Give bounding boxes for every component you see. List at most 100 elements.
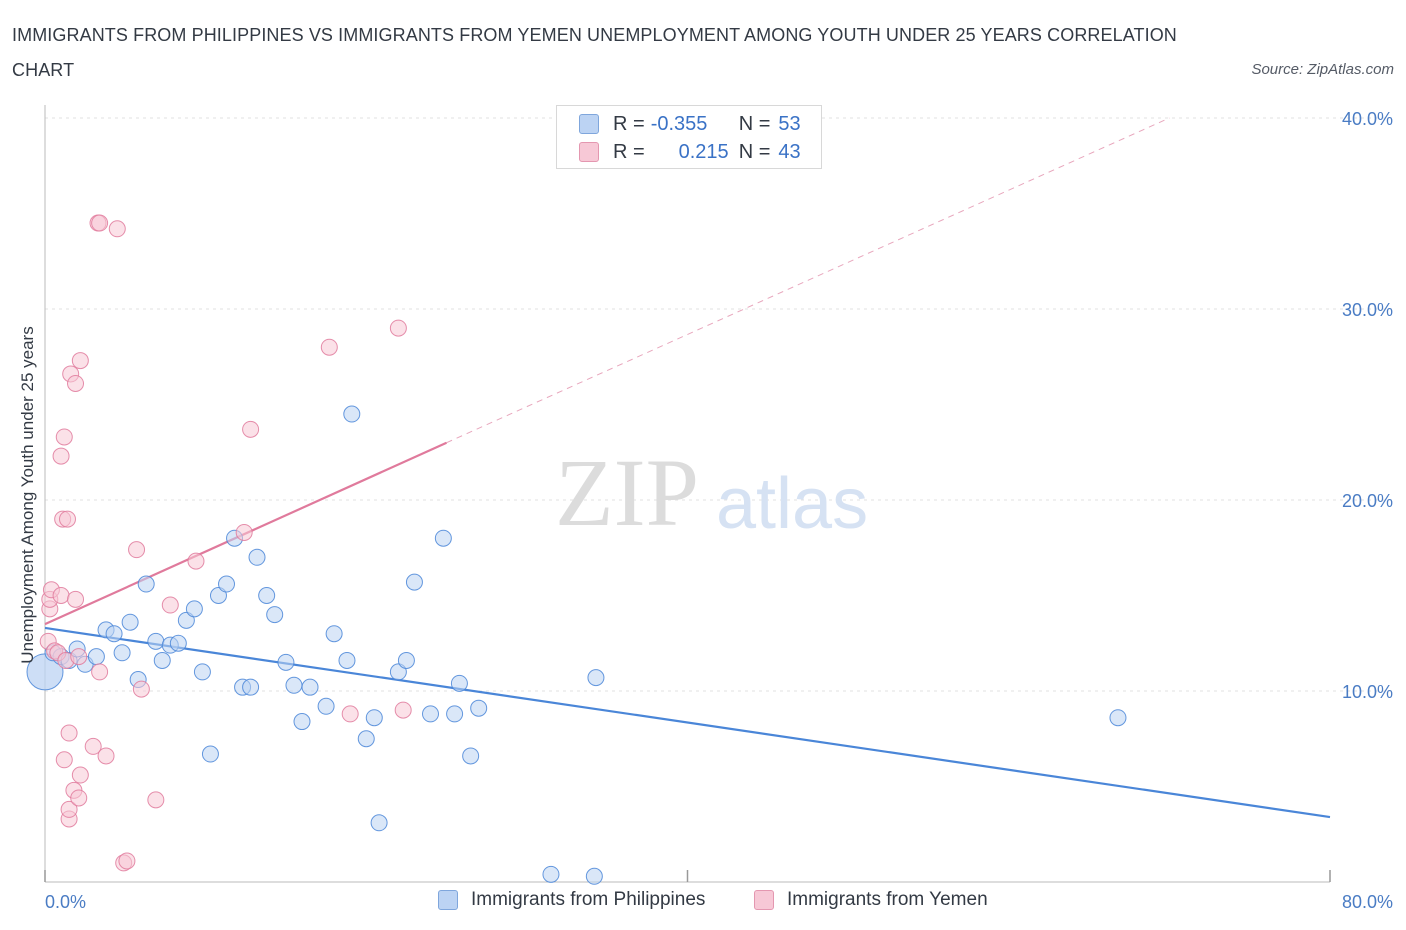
legend-label-yemen: Immigrants from Yemen bbox=[787, 889, 988, 910]
point-philippines bbox=[422, 705, 439, 723]
point-philippines bbox=[218, 575, 236, 593]
point-yemen bbox=[235, 523, 253, 541]
point-yemen bbox=[67, 590, 85, 608]
point-philippines bbox=[1109, 709, 1127, 727]
point-yemen bbox=[71, 766, 89, 784]
yemen-swatch-icon bbox=[579, 142, 599, 162]
legend-row-yemen: R = 0.215 N = 43 bbox=[579, 139, 801, 165]
point-philippines bbox=[121, 613, 139, 631]
point-yemen bbox=[132, 680, 150, 698]
y-tick-label: 40.0% bbox=[1342, 109, 1393, 129]
watermark-atlas: atlas bbox=[716, 464, 868, 544]
correlation-legend: R = -0.355 N = 53 R = 0.215 N = 43 bbox=[556, 105, 822, 169]
point-yemen bbox=[71, 352, 89, 370]
point-philippines bbox=[446, 705, 464, 723]
x-tick-label: 0.0% bbox=[45, 892, 86, 912]
yemen-legend-icon bbox=[754, 890, 774, 910]
n-label: N = bbox=[738, 112, 771, 135]
point-philippines bbox=[317, 697, 335, 715]
point-yemen bbox=[128, 541, 146, 559]
point-philippines bbox=[405, 573, 423, 591]
data-points bbox=[26, 214, 1127, 885]
r-label: R = bbox=[613, 140, 645, 163]
point-yemen bbox=[118, 852, 136, 870]
point-yemen bbox=[52, 587, 70, 604]
point-philippines bbox=[470, 699, 488, 717]
r-value-yemen: 0.215 bbox=[678, 140, 729, 163]
point-philippines bbox=[153, 651, 171, 669]
point-yemen bbox=[161, 596, 179, 614]
point-philippines bbox=[248, 548, 266, 566]
n-label: N = bbox=[738, 140, 771, 163]
watermark-zip: ZIP bbox=[555, 439, 699, 546]
point-yemen bbox=[60, 800, 78, 818]
tick-labels: 10.0% 20.0% 30.0% 40.0% 0.0% 80.0% bbox=[45, 109, 1393, 912]
point-philippines bbox=[301, 678, 319, 696]
point-philippines bbox=[113, 644, 131, 662]
point-philippines bbox=[434, 529, 452, 547]
legend-label-philippines: Immigrants from Philippines bbox=[471, 889, 706, 910]
point-philippines bbox=[370, 814, 388, 832]
chart-title: IMMIGRANTS FROM PHILIPPINES VS IMMIGRANT… bbox=[12, 25, 1177, 80]
point-philippines bbox=[193, 663, 211, 681]
point-philippines bbox=[585, 867, 603, 885]
point-yemen bbox=[84, 737, 102, 755]
point-yemen bbox=[55, 751, 73, 769]
point-yemen bbox=[91, 663, 109, 681]
point-philippines bbox=[462, 747, 480, 765]
point-yemen bbox=[97, 747, 115, 765]
point-philippines bbox=[293, 713, 311, 731]
n-value-yemen: 43 bbox=[778, 140, 801, 163]
x-tick-label: 80.0% bbox=[1342, 892, 1393, 912]
point-philippines bbox=[357, 730, 375, 748]
r-value-philippines: -0.355 bbox=[650, 112, 708, 135]
legend-row-philippines: R = -0.355 N = 53 bbox=[579, 111, 801, 137]
point-yemen bbox=[341, 705, 359, 723]
y-tick-label: 20.0% bbox=[1342, 491, 1393, 511]
point-yemen bbox=[389, 319, 407, 337]
point-philippines bbox=[325, 625, 343, 643]
point-yemen bbox=[67, 374, 85, 392]
point-yemen bbox=[70, 648, 88, 666]
point-philippines bbox=[338, 651, 356, 669]
point-philippines bbox=[201, 745, 219, 763]
point-yemen bbox=[394, 701, 412, 719]
legend-item-philippines[interactable]: Immigrants from Philippines bbox=[438, 889, 705, 911]
point-yemen bbox=[108, 220, 126, 238]
point-philippines bbox=[365, 709, 383, 727]
r-label: R = bbox=[613, 112, 645, 135]
point-yemen bbox=[52, 447, 70, 465]
point-yemen bbox=[70, 789, 88, 807]
philippines-legend-icon bbox=[438, 890, 458, 910]
point-yemen bbox=[147, 791, 165, 809]
point-philippines bbox=[169, 634, 187, 652]
philippines-swatch-icon bbox=[579, 114, 599, 134]
legend-item-yemen[interactable]: Immigrants from Yemen bbox=[754, 889, 988, 911]
trend-line-philippines bbox=[44, 626, 1331, 819]
point-philippines bbox=[343, 405, 361, 423]
point-philippines bbox=[542, 865, 560, 883]
point-philippines bbox=[285, 676, 303, 694]
n-value-philippines: 53 bbox=[778, 112, 801, 135]
point-philippines bbox=[450, 674, 468, 692]
point-yemen bbox=[242, 420, 260, 438]
point-philippines bbox=[87, 648, 105, 666]
point-philippines bbox=[242, 678, 260, 696]
point-philippines bbox=[587, 669, 605, 687]
point-philippines bbox=[266, 606, 284, 624]
series-legend: Immigrants from Philippines Immigrants f… bbox=[0, 889, 1406, 917]
point-philippines bbox=[258, 587, 276, 604]
axes bbox=[44, 105, 1331, 883]
point-philippines bbox=[185, 600, 203, 618]
point-yemen bbox=[320, 338, 338, 356]
point-philippines bbox=[277, 653, 295, 671]
point-yemen bbox=[91, 214, 109, 232]
point-philippines bbox=[147, 632, 165, 650]
y-tick-label: 30.0% bbox=[1342, 300, 1393, 320]
point-yemen bbox=[58, 510, 76, 528]
point-philippines bbox=[137, 575, 155, 593]
grid-lines bbox=[45, 117, 1392, 692]
point-philippines bbox=[105, 625, 123, 643]
point-yemen bbox=[55, 428, 73, 446]
